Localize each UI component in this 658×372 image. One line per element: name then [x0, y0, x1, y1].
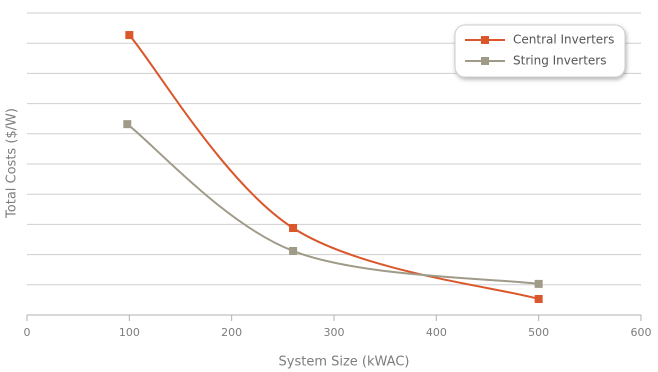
point: [534, 279, 543, 288]
x-tick-label: 500: [528, 326, 549, 339]
series-line: [126, 123, 539, 285]
x-axis-title: System Size (kWAC): [279, 355, 410, 370]
point: [289, 224, 298, 233]
legend-marker: [481, 36, 489, 44]
y-axis-title: Total Costs ($/W): [5, 108, 20, 219]
x-tick-label: 0: [24, 326, 31, 339]
x-tick-label: 300: [324, 326, 345, 339]
point: [125, 31, 134, 40]
x-tick-label: 400: [426, 326, 447, 339]
point: [534, 294, 543, 303]
point: [123, 120, 132, 129]
legend-marker: [481, 57, 489, 65]
legend-box: [454, 24, 626, 78]
x-tick-label: 600: [631, 326, 652, 339]
legend-label: String Inverters: [513, 54, 606, 68]
x-tick-label: 100: [119, 326, 140, 339]
legend-label: Central Inverters: [513, 33, 614, 47]
legend: Central Inverters String Inverters: [454, 24, 626, 78]
x-tick-label: 200: [221, 326, 242, 339]
point: [289, 246, 298, 255]
